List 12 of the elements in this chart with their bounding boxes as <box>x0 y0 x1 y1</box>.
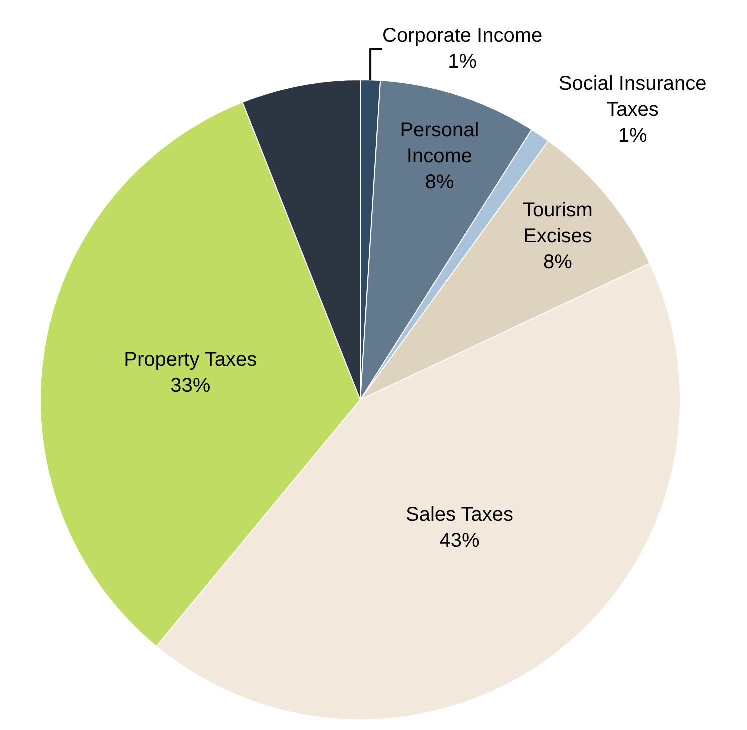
slice-label: Sales Taxes <box>406 504 514 526</box>
data-label: 8% <box>425 171 454 194</box>
slice-label: Property Taxes <box>124 349 258 372</box>
data-label: 1% <box>448 51 478 74</box>
data-label: 8% <box>544 252 573 274</box>
data-label: 1% <box>618 125 648 148</box>
slice-label: Social Insurance Taxes <box>558 73 707 122</box>
data-label: 33% <box>170 375 211 398</box>
slice-label: Personal Income <box>400 119 480 168</box>
data-label: 43% <box>440 530 480 552</box>
slice-label: Corporate Income <box>382 25 543 48</box>
slice-label: Tourism Excises <box>522 200 593 248</box>
